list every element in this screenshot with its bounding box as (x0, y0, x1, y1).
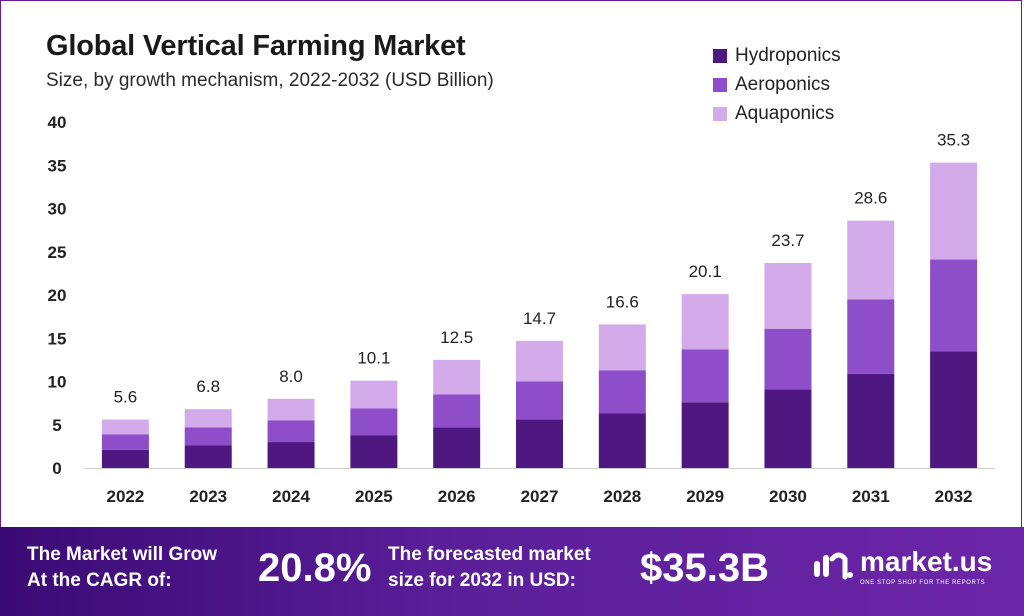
x-tick-label: 2028 (603, 487, 641, 506)
bar-segment-aeroponics (764, 328, 812, 390)
x-tick-label: 2026 (438, 487, 476, 506)
bar-segment-aquaponics (433, 359, 481, 395)
x-tick-label: 2025 (355, 487, 393, 506)
bar-segment-aeroponics (516, 381, 563, 420)
brand-tagline: ONE STOP SHOP FOR THE REPORTS (860, 580, 986, 586)
bar-total-label: 10.1 (357, 349, 390, 368)
bar-segment-hydroponics (267, 442, 315, 468)
x-tick-label: 2027 (521, 487, 559, 506)
legend-label-hydroponics: Hydroponics (735, 44, 841, 66)
bar-segment-hydroponics (764, 389, 812, 468)
bar-segment-hydroponics (516, 419, 563, 468)
bar-segment-aquaponics (681, 294, 729, 350)
chart-subtitle: Size, by growth mechanism, 2022-2032 (US… (46, 70, 494, 91)
chart-title: Global Vertical Farming Market (46, 30, 466, 62)
bar-segment-aquaponics (516, 340, 563, 382)
legend-item-aquaponics: Aquaponics (713, 99, 841, 128)
legend-item-aeroponics: Aeroponics (713, 70, 841, 99)
bar-segment-hydroponics (101, 449, 149, 468)
bar-total-label: 16.6 (606, 292, 639, 311)
legend-swatch-hydroponics (713, 48, 727, 63)
stacked-bar-chart: 05101520253035405.620226.820238.0202410.… (48, 113, 995, 506)
bar-segment-aeroponics (350, 408, 398, 436)
bar-segment-aeroponics (930, 259, 978, 352)
bar-total-label: 20.1 (689, 262, 722, 281)
legend-label-aeroponics: Aeroponics (735, 73, 831, 95)
bar-segment-aquaponics (101, 419, 149, 435)
legend-swatch-aeroponics (713, 77, 727, 92)
bar-total-label: 12.5 (440, 328, 473, 347)
x-tick-label: 2029 (686, 487, 724, 506)
x-tick-label: 2032 (935, 487, 973, 506)
bar-segment-aquaponics (930, 162, 978, 260)
bar-total-label: 28.6 (854, 189, 887, 208)
bar-segment-aeroponics (101, 434, 149, 450)
brand-logo[interactable]: market.us ONE STOP SHOP FOR THE REPORTS (812, 547, 992, 587)
legend-item-hydroponics: Hydroponics (713, 41, 841, 70)
bar-segment-aquaponics (184, 409, 232, 428)
bar-segment-aquaponics (350, 380, 398, 409)
bar-segment-aquaponics (847, 220, 895, 300)
x-tick-label: 2022 (106, 487, 144, 506)
cagr-caption-line1: The Market will Grow (27, 544, 218, 565)
bar-segment-aquaponics (598, 324, 646, 371)
cagr-caption-line2: At the CAGR of: (27, 570, 172, 591)
forecast-caption-line2: size for 2032 in USD: (388, 570, 576, 591)
bar-segment-hydroponics (847, 373, 895, 468)
y-tick-label: 0 (52, 459, 61, 478)
bar-total-label: 23.7 (771, 231, 804, 250)
forecast-caption-line1: The forecasted market (388, 544, 591, 565)
bar-total-label: 8.0 (279, 367, 303, 386)
y-tick-label: 15 (48, 329, 67, 348)
y-tick-label: 35 (48, 156, 67, 175)
bar-segment-hydroponics (930, 351, 978, 468)
bar-segment-hydroponics (681, 402, 729, 468)
cagr-caption: The Market will Grow At the CAGR of: (27, 542, 217, 594)
bar-total-label: 35.3 (937, 131, 970, 150)
bar-segment-hydroponics (598, 413, 646, 468)
bar-segment-aquaponics (764, 262, 812, 329)
x-tick-label: 2031 (852, 487, 890, 506)
y-tick-label: 10 (48, 373, 67, 392)
brand-name: market.us (860, 546, 993, 577)
x-tick-label: 2024 (272, 487, 310, 506)
bar-segment-aeroponics (267, 420, 315, 443)
bar-segment-hydroponics (433, 427, 481, 468)
forecast-caption: The forecasted market size for 2032 in U… (388, 542, 591, 594)
bar-segment-hydroponics (350, 435, 398, 468)
bar-segment-aeroponics (681, 349, 729, 403)
bar-total-label: 5.6 (114, 388, 138, 407)
y-tick-label: 5 (52, 416, 61, 435)
y-tick-label: 20 (48, 286, 67, 305)
bar-total-label: 14.7 (523, 309, 556, 328)
bar-total-label: 6.8 (196, 377, 220, 396)
y-tick-label: 40 (48, 113, 67, 132)
x-tick-label: 2030 (769, 487, 807, 506)
legend-label-aquaponics: Aquaponics (735, 102, 835, 124)
footer-banner: The Market will Grow At the CAGR of: 20.… (0, 527, 1024, 616)
x-tick-label: 2023 (189, 487, 227, 506)
bar-segment-hydroponics (184, 445, 232, 468)
bar-segment-aeroponics (184, 427, 232, 446)
bar-segment-aeroponics (598, 370, 646, 414)
bar-segment-aeroponics (433, 394, 481, 428)
cagr-value: 20.8% (258, 546, 372, 590)
bar-segment-aquaponics (267, 398, 315, 421)
y-tick-label: 30 (48, 200, 67, 219)
bar-segment-aeroponics (847, 299, 895, 374)
legend-swatch-aquaponics (713, 106, 727, 121)
market-us-logo-icon (814, 552, 853, 580)
legend: Hydroponics Aeroponics Aquaponics (713, 41, 841, 128)
y-tick-label: 25 (48, 243, 67, 262)
forecast-value: $35.3B (640, 546, 769, 590)
